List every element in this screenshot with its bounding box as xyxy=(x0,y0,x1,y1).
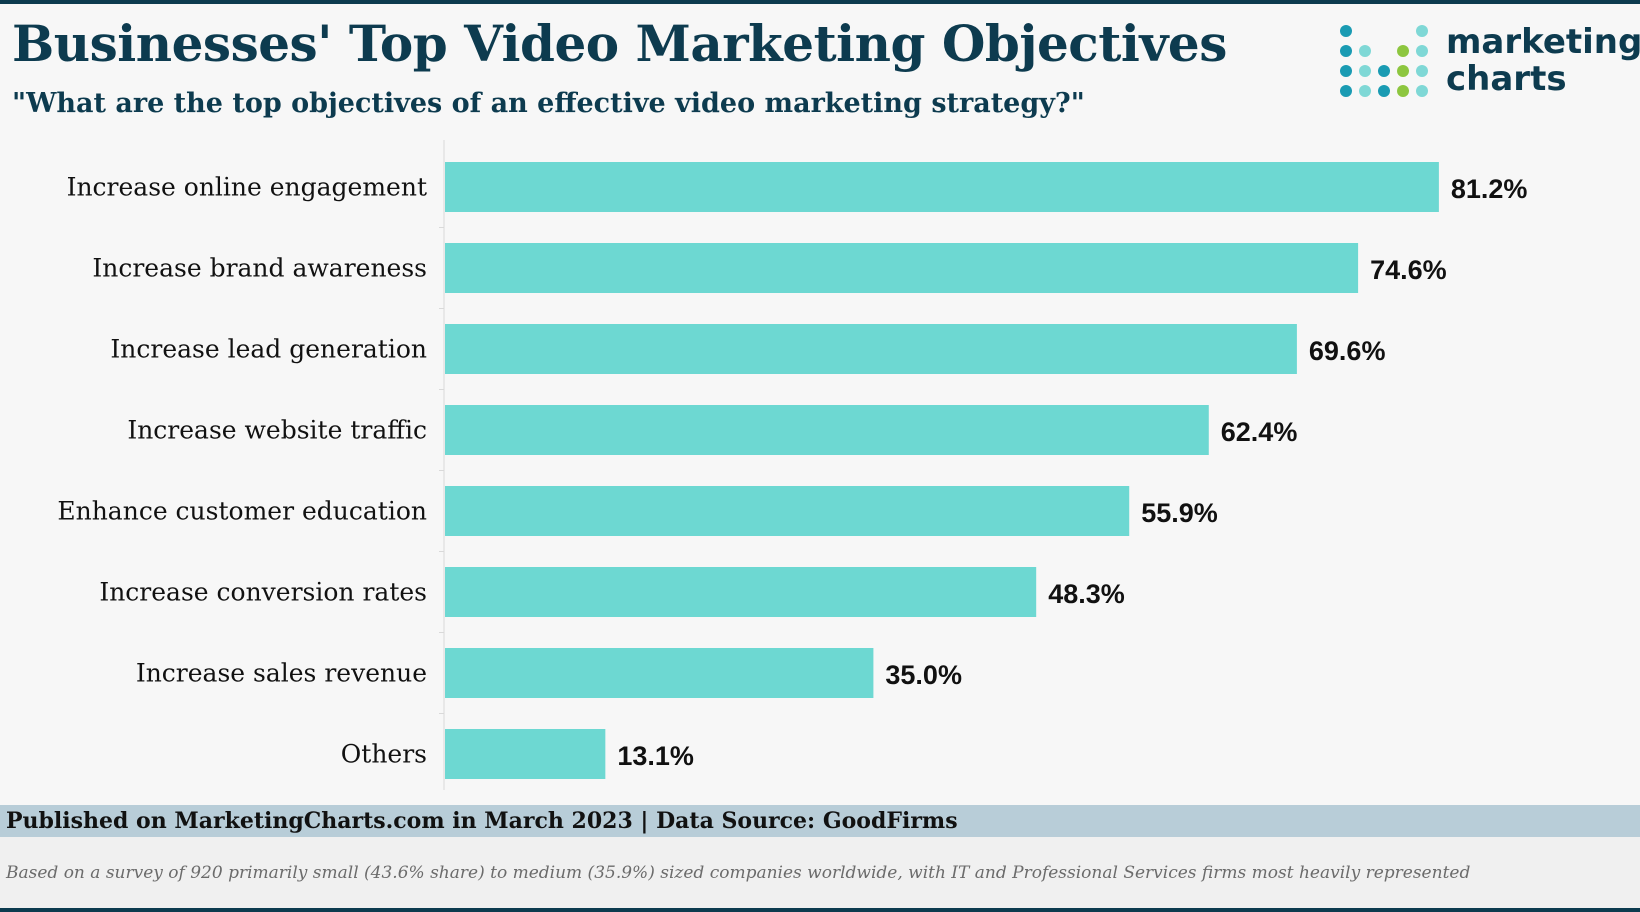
category-label: Increase sales revenue xyxy=(136,659,427,688)
bar-chart: Increase online engagement 81.2% Increase … xyxy=(57,140,1528,790)
logo-line-2: charts xyxy=(1446,59,1567,99)
value-label: 13.1% xyxy=(617,741,694,771)
footer-source: Published on MarketingCharts.com in Marc… xyxy=(6,808,958,834)
bar-5[interactable] xyxy=(445,486,1130,536)
category-label: Increase brand awareness xyxy=(92,254,427,283)
logo-line-1: marketing xyxy=(1446,22,1640,62)
chart-subtitle: "What are the top objectives of an effec… xyxy=(12,88,1085,119)
logo-dots-icon xyxy=(1340,25,1428,97)
value-label: 62.4% xyxy=(1221,417,1298,447)
category-label: Increase online engagement xyxy=(67,173,427,202)
bottom-rule xyxy=(0,908,1640,912)
value-label: 48.3% xyxy=(1048,579,1125,609)
bar-6[interactable] xyxy=(445,567,1037,617)
category-label: Enhance customer education xyxy=(57,497,427,526)
category-label: Increase conversion rates xyxy=(99,578,427,607)
category-label: Increase lead generation xyxy=(110,335,427,364)
footer-note: Based on a survey of 920 primarily small… xyxy=(6,863,1471,883)
top-rule xyxy=(0,0,1640,4)
bar-4[interactable] xyxy=(445,405,1209,455)
category-label: Others xyxy=(341,740,427,769)
logo-text: marketing charts xyxy=(1446,24,1640,98)
chart-title: Businesses' Top Video Marketing Objectiv… xyxy=(12,14,1227,73)
footer-source-band: Published on MarketingCharts.com in Marc… xyxy=(0,805,1640,837)
value-label: 81.2% xyxy=(1451,174,1528,204)
bar-7[interactable] xyxy=(445,648,874,698)
footer-note-band: Based on a survey of 920 primarily small… xyxy=(0,837,1640,908)
value-label: 35.0% xyxy=(885,660,962,690)
value-label: 69.6% xyxy=(1309,336,1386,366)
bar-2[interactable] xyxy=(445,243,1359,293)
bar-1[interactable] xyxy=(445,162,1439,212)
value-label: 55.9% xyxy=(1141,498,1218,528)
value-label: 74.6% xyxy=(1370,255,1447,285)
marketingcharts-logo[interactable]: marketing charts xyxy=(1338,20,1640,110)
bar-8[interactable] xyxy=(445,729,606,779)
bar-3[interactable] xyxy=(445,324,1297,374)
category-label: Increase website traffic xyxy=(127,416,427,445)
